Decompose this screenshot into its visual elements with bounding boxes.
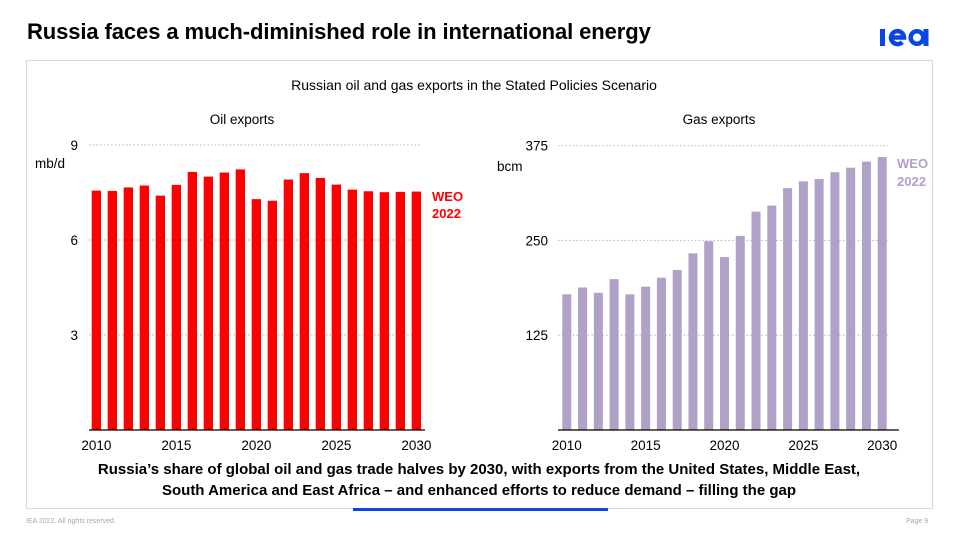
- gas-bar-2010: [562, 294, 572, 430]
- gas-bar-2018: [688, 253, 698, 430]
- oil-x-tick-label: 2020: [241, 438, 271, 453]
- gas-bar-2026: [814, 179, 824, 430]
- page-number: Page 9: [906, 518, 929, 525]
- oil-x-tick-label: 2010: [81, 438, 111, 453]
- gas-x-tick-label: 2030: [867, 438, 897, 453]
- gas-bar-2016: [656, 277, 666, 430]
- oil-bar-2011: [107, 190, 117, 430]
- oil-y-tick-label: 6: [70, 233, 78, 248]
- gas-annotation-line: WEO: [897, 156, 928, 171]
- gas-chart-title: Gas exports: [682, 112, 756, 127]
- oil-x-tick-label: 2030: [401, 438, 431, 453]
- gas-bar-2021: [735, 235, 745, 430]
- gas-y-tick-label: 250: [525, 233, 548, 248]
- gas-y-tick-label: 125: [525, 328, 548, 343]
- slide-title: Russia faces a much-diminished role in i…: [27, 19, 651, 44]
- oil-y-tick-label: 9: [70, 138, 78, 153]
- oil-bar-2017: [203, 176, 213, 430]
- gas-y-tick-label: 375: [525, 139, 548, 154]
- gas-bar-2014: [625, 294, 635, 430]
- oil-bar-2014: [155, 195, 165, 430]
- gas-bar-2030: [877, 157, 887, 430]
- oil-x-tick-label: 2025: [321, 438, 351, 453]
- gas-x-tick-label: 2010: [552, 438, 582, 453]
- gas-x-tick-label: 2025: [788, 438, 818, 453]
- oil-exports-chart: 3 6 9 2010 2015 2020 2025 2030 mb/d WEO 2022: [35, 138, 463, 453]
- oil-bar-2022: [283, 179, 293, 430]
- gas-y-axis-unit: bcm: [497, 159, 523, 174]
- oil-bar-2027: [363, 191, 373, 430]
- oil-bar-2030: [411, 191, 421, 430]
- oil-x-tick-label: 2015: [161, 438, 191, 453]
- oil-bar-2028: [379, 192, 389, 430]
- logo-a-bowl-shape: [908, 28, 926, 47]
- gas-bar-2019: [704, 241, 714, 430]
- gas-x-tick-label: 2020: [709, 438, 739, 453]
- oil-bar-2013: [139, 185, 149, 430]
- gas-bar-2012: [593, 292, 603, 430]
- gas-annotation-line: 2022: [897, 174, 926, 189]
- logo-e-shape: [888, 28, 907, 47]
- gas-bar-2022: [751, 211, 761, 430]
- gas-bar-2029: [861, 161, 871, 431]
- gas-x-tick-label: 2015: [631, 438, 661, 453]
- oil-y-tick-label: 3: [70, 328, 78, 343]
- gas-bar-2015: [641, 286, 651, 430]
- oil-bar-2020: [251, 199, 261, 430]
- iea-logo-icon: [880, 28, 929, 47]
- gas-bar-2011: [578, 287, 588, 430]
- oil-annotation-line: 2022: [432, 206, 461, 221]
- oil-bar-2025: [331, 184, 341, 430]
- oil-bar-2018: [219, 172, 229, 431]
- copyright-text: IEA 2022. All rights reserved.: [26, 518, 116, 525]
- gas-bar-2027: [830, 172, 840, 430]
- gas-exports-chart: 125 250 375 2010 2015 2020 2025 2030 bcm WEO 2022: [497, 139, 928, 453]
- gas-bar-2025: [798, 181, 808, 430]
- caption-line-1: Russia’s share of global oil and gas tra…: [97, 461, 861, 478]
- gas-bar-2023: [767, 205, 777, 430]
- gas-bar-2024: [783, 188, 793, 430]
- oil-bar-2023: [299, 173, 309, 430]
- accent-bar: [353, 508, 608, 511]
- oil-bar-2016: [187, 171, 197, 430]
- panel-title: Russian oil and gas exports in the State…: [291, 77, 657, 93]
- oil-bar-2010: [91, 190, 101, 430]
- gas-bar-2020: [720, 257, 729, 430]
- gas-bar-2028: [846, 167, 856, 431]
- oil-bar-2015: [171, 184, 181, 430]
- oil-y-axis-unit: mb/d: [35, 156, 65, 171]
- oil-bar-2024: [315, 177, 325, 430]
- oil-bar-2026: [347, 189, 357, 430]
- gas-bar-2013: [609, 279, 619, 430]
- gas-bar-2017: [672, 270, 682, 430]
- logo-a-stem-shape: [923, 29, 929, 46]
- oil-bar-2019: [235, 169, 245, 430]
- oil-bar-2021: [267, 200, 277, 430]
- caption-line-2: South America and East Africa – and enha…: [161, 482, 796, 499]
- oil-bar-2029: [395, 191, 405, 430]
- logo-bar-shape: [880, 29, 885, 46]
- oil-bar-2012: [123, 187, 133, 430]
- oil-annotation-line: WEO: [432, 189, 463, 204]
- oil-chart-title: Oil exports: [209, 112, 275, 127]
